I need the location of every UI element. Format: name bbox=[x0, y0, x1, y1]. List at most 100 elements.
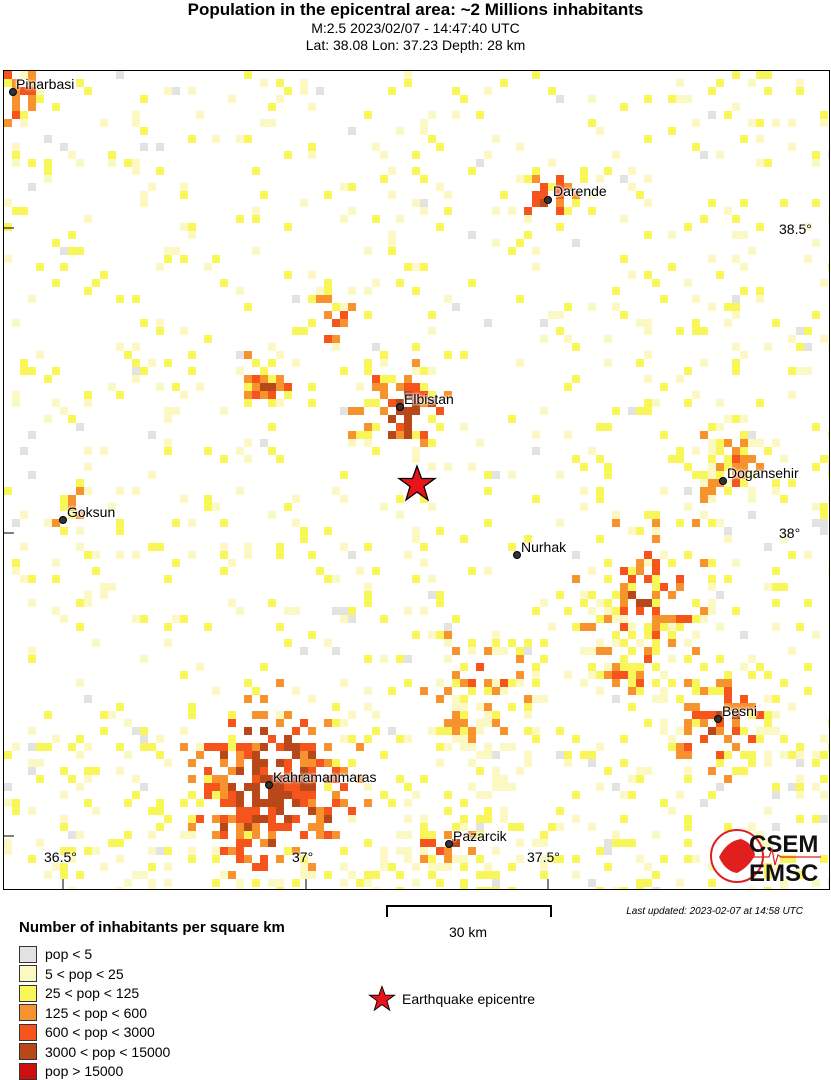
population-cell bbox=[396, 887, 404, 889]
population-cell bbox=[476, 719, 484, 727]
population-cell bbox=[604, 575, 612, 583]
population-cell bbox=[492, 679, 500, 687]
population-cell bbox=[668, 631, 676, 639]
population-cell bbox=[700, 327, 708, 335]
population-cell bbox=[220, 407, 228, 415]
population-cell bbox=[348, 759, 356, 767]
population-cell bbox=[796, 871, 804, 879]
population-cell bbox=[580, 751, 588, 759]
population-cell bbox=[676, 727, 684, 735]
population-cell bbox=[108, 159, 116, 167]
population-cell bbox=[396, 383, 404, 391]
population-cell bbox=[644, 551, 652, 559]
population-cell bbox=[740, 287, 748, 295]
population-cell bbox=[356, 775, 364, 783]
population-cell bbox=[708, 575, 716, 583]
population-cell bbox=[388, 415, 396, 423]
population-cell bbox=[564, 751, 572, 759]
population-cell bbox=[284, 223, 292, 231]
population-cell bbox=[164, 847, 172, 855]
population-cell bbox=[564, 759, 572, 767]
population-cell bbox=[524, 647, 532, 655]
population-cell bbox=[556, 807, 564, 815]
population-cell bbox=[636, 559, 644, 567]
population-cell bbox=[260, 695, 268, 703]
population-cell bbox=[604, 847, 612, 855]
population-cell bbox=[684, 367, 692, 375]
lat-tick: 38° bbox=[779, 525, 801, 541]
population-cell bbox=[260, 863, 268, 871]
population-cell bbox=[244, 351, 252, 359]
population-cell bbox=[572, 199, 580, 207]
population-cell bbox=[420, 439, 428, 447]
population-cell bbox=[164, 815, 172, 823]
population-cell bbox=[644, 351, 652, 359]
population-cell bbox=[156, 799, 164, 807]
population-cell bbox=[436, 407, 444, 415]
population-cell bbox=[540, 183, 548, 191]
city-marker bbox=[714, 715, 722, 723]
population-cell bbox=[316, 823, 324, 831]
population-cell bbox=[276, 95, 284, 103]
population-cell bbox=[460, 863, 468, 871]
population-cell bbox=[324, 743, 332, 751]
population-cell bbox=[380, 655, 388, 663]
population-cell bbox=[148, 887, 156, 889]
population-cell bbox=[676, 623, 684, 631]
population-cell bbox=[716, 591, 724, 599]
population-cell bbox=[556, 191, 564, 199]
population-cell bbox=[308, 791, 316, 799]
population-cell bbox=[372, 567, 380, 575]
population-cell bbox=[60, 791, 68, 799]
population-cell bbox=[316, 831, 324, 839]
population-cell bbox=[268, 879, 276, 887]
population-cell bbox=[188, 855, 196, 863]
population-cell bbox=[436, 143, 444, 151]
population-cell bbox=[76, 159, 84, 167]
population-cell bbox=[772, 439, 780, 447]
population-cell bbox=[812, 631, 820, 639]
population-cell bbox=[116, 703, 124, 711]
population-cell bbox=[396, 423, 404, 431]
population-cell bbox=[620, 815, 628, 823]
population-cell bbox=[772, 863, 780, 871]
population-cell bbox=[684, 639, 692, 647]
population-cell bbox=[804, 327, 812, 335]
population-cell bbox=[604, 463, 612, 471]
population-cell bbox=[404, 431, 412, 439]
population-cell bbox=[284, 639, 292, 647]
population-cell bbox=[252, 711, 260, 719]
population-cell bbox=[196, 743, 204, 751]
population-cell bbox=[732, 743, 740, 751]
population-cell bbox=[60, 503, 68, 511]
population-cell bbox=[436, 879, 444, 887]
population-cell bbox=[300, 647, 308, 655]
population-cell bbox=[604, 615, 612, 623]
population-cell bbox=[244, 543, 252, 551]
population-cell bbox=[812, 199, 820, 207]
population-cell bbox=[532, 247, 540, 255]
population-cell bbox=[692, 391, 700, 399]
population-cell bbox=[396, 847, 404, 855]
population-cell bbox=[108, 711, 116, 719]
population-cell bbox=[132, 615, 140, 623]
population-cell bbox=[500, 191, 508, 199]
legend-label: pop < 5 bbox=[45, 946, 93, 962]
population-cell bbox=[828, 879, 829, 887]
population-cell bbox=[220, 847, 228, 855]
population-cell bbox=[628, 839, 636, 847]
population-cell bbox=[444, 623, 452, 631]
population-cell bbox=[180, 183, 188, 191]
population-cell bbox=[676, 791, 684, 799]
population-cell bbox=[236, 215, 244, 223]
population-cell bbox=[636, 319, 644, 327]
population-cell bbox=[428, 503, 436, 511]
population-cell bbox=[332, 799, 340, 807]
population-cell bbox=[684, 839, 692, 847]
population-cell bbox=[772, 479, 780, 487]
population-cell bbox=[180, 191, 188, 199]
population-cell bbox=[236, 351, 244, 359]
population-cell bbox=[708, 791, 716, 799]
population-cell bbox=[748, 887, 756, 889]
population-cell bbox=[492, 887, 500, 889]
